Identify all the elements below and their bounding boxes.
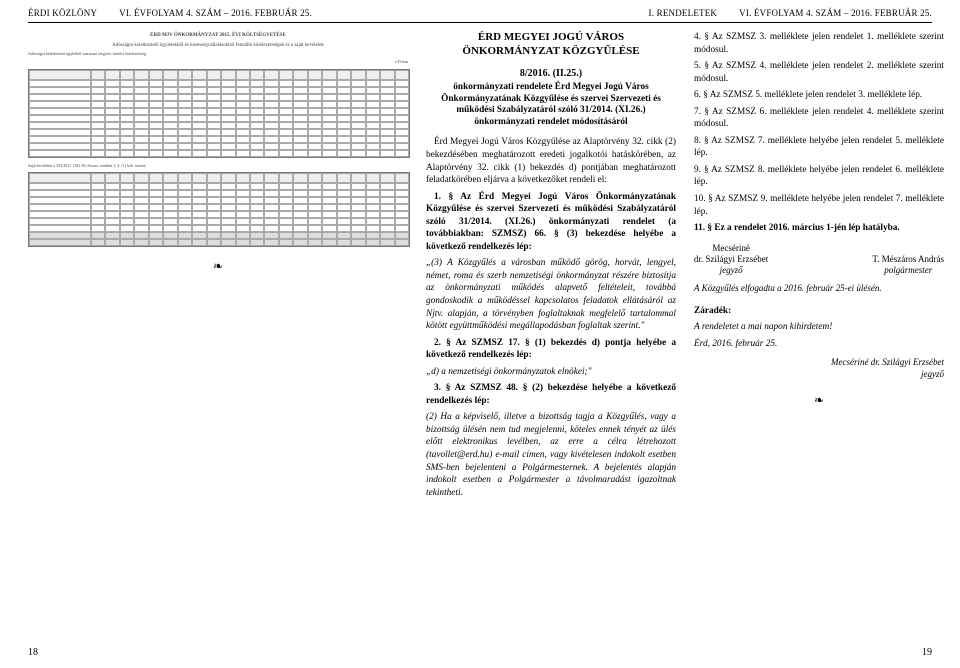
header-rule [28, 22, 932, 23]
budget-table-1 [28, 69, 410, 158]
middle-column: ÉRD MEGYEI JOGÚ VÁROS ÖNKORMÁNYZAT KÖZGY… [426, 31, 676, 503]
section-10: 10. § Az SZMSZ 9. melléklete helyébe jel… [694, 193, 944, 218]
section-1-quote: „(3) A Közgyűlés a városban működő görög… [426, 257, 676, 332]
pub-name: ÉRDI KÖZLÖNY [28, 8, 97, 18]
decree-number: 8/2016. (II.25.) [426, 67, 676, 81]
decree-title: önkormányzati rendelete Érd Megyei Jogú … [426, 82, 676, 128]
section-7: 7. § Az SZMSZ 6. melléklete jelen rendel… [694, 106, 944, 131]
section-2: 2. § Az SZMSZ 17. § (1) bekezdés d) pont… [426, 337, 676, 362]
zaradek-2: Érd, 2016. február 25. [694, 338, 944, 351]
section-1: 1. § Az Érd Megyei Jogú Város Önkormányz… [426, 191, 676, 254]
signature-row: Mecsériné dr. Szilágyi Erzsébet jegyző T… [694, 243, 944, 277]
section-3-quote: (2) Ha a képviselő, illetve a bizottság … [426, 411, 676, 499]
issue-right: VI. ÉVFOLYAM 4. SZÁM – 2016. FEBRUÁR 25. [739, 8, 932, 18]
section-11: 11. § Ez a rendelet 2016. március 1-jén … [694, 222, 944, 235]
sig-left-2: dr. Szilágyi Erzsébet [694, 254, 768, 265]
section-9: 9. § Az SZMSZ 8. melléklete helyébe jele… [694, 164, 944, 189]
table-caption-1: Adósságot keletkeztető ügyletből származ… [28, 52, 408, 56]
table-subtitle: Adósságot keletkeztető ügyletekből és ke… [28, 43, 408, 49]
left-column-tables: ÉRD MJV ÖNKORMÁNYZAT 2015. ÉVI KÖLTSÉGVE… [28, 31, 408, 503]
zaradek-title: Záradék: [694, 305, 944, 318]
right-column: 4. § Az SZMSZ 3. melléklete jelen rendel… [694, 31, 944, 503]
table-title: ÉRD MJV ÖNKORMÁNYZAT 2015. ÉVI KÖLTSÉGVE… [28, 33, 408, 39]
section-4: 4. § Az SZMSZ 3. melléklete jelen rendel… [694, 31, 944, 56]
zaradek-sig-1: Mecsériné dr. Szilágyi Erzsébet [694, 356, 944, 368]
section-name: I. RENDELETEK [649, 8, 718, 18]
page-footer: 18 19 [0, 647, 960, 658]
section-3: 3. § Az SZMSZ 48. § (2) bekezdése helyéb… [426, 382, 676, 407]
sig-right-1: T. Mészáros András [872, 254, 944, 265]
org-title-1: ÉRD MEGYEI JOGÚ VÁROS [426, 31, 676, 45]
ornament-icon-2: ❧ [694, 392, 944, 408]
running-header: ÉRDI KÖZLÖNY VI. ÉVFOLYAM 4. SZÁM – 2016… [0, 0, 960, 22]
org-title-2: ÖNKORMÁNYZAT KÖZGYŰLÉSE [426, 45, 676, 59]
zaradek-1: A rendeletet a mai napon kihirdetem! [694, 321, 944, 334]
table-unit: e Ft-ban [28, 60, 408, 64]
section-8: 8. § Az SZMSZ 7. melléklete helyébe jele… [694, 135, 944, 160]
ornament-icon: ❧ [28, 259, 408, 274]
preamble: Érd Megyei Jogú Város Közgyűlése az Alap… [426, 136, 676, 186]
adoption-note: A Közgyűlés elfogadta a 2016. február 25… [694, 282, 944, 294]
issue-left: VI. ÉVFOLYAM 4. SZÁM – 2016. FEBRUÁR 25. [119, 8, 312, 18]
section-5: 5. § Az SZMSZ 4. melléklete jelen rendel… [694, 60, 944, 85]
section-2-quote: „d) a nemzetiségi önkormányzatok elnökei… [426, 366, 676, 379]
section-6: 6. § Az SZMSZ 5. melléklete jelen rendel… [694, 89, 944, 102]
page-number-right: 19 [922, 647, 932, 658]
sig-left-1: Mecsériné [694, 243, 768, 254]
table-footnote: Saját bevételek a 353/2011. (XII.30.) Ko… [28, 164, 408, 168]
sig-left-3: jegyző [694, 265, 768, 276]
budget-table-2 [28, 172, 410, 247]
sig-right-2: polgármester [872, 265, 944, 276]
page-number-left: 18 [28, 647, 38, 658]
zaradek-sig-2: jegyző [694, 368, 944, 380]
